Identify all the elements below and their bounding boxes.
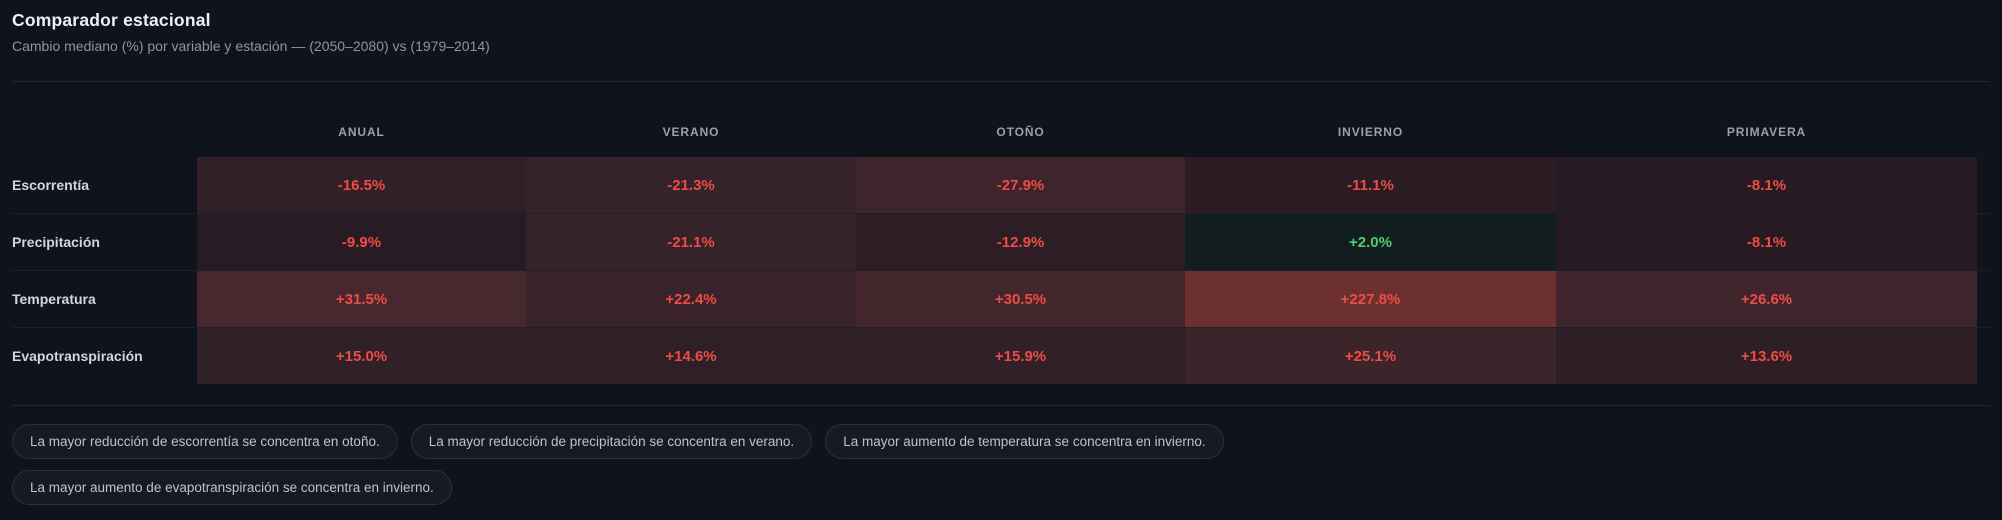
- heatmap-row-evapotranspiracion: Evapotranspiración +15.0% +14.6% +15.9% …: [12, 327, 1990, 384]
- heatmap-cell-evapotranspiracion-otono: +15.9%: [856, 328, 1185, 384]
- heatmap-cell-temperatura-anual: +31.5%: [197, 271, 526, 327]
- heatmap-cell-evapotranspiracion-invierno: +25.1%: [1185, 328, 1556, 384]
- heatmap-cell-escorrentia-verano: -21.3%: [526, 157, 856, 213]
- panel-title: Comparador estacional: [12, 10, 211, 30]
- insight-chip-evapotranspiracion: La mayor aumento de evapotranspiración s…: [12, 470, 452, 505]
- heatmap-cell-precipitacion-verano: -21.1%: [526, 214, 856, 270]
- row-label-escorrentia: Escorrentía: [12, 177, 90, 193]
- column-header-invierno: INVIERNO: [1337, 125, 1404, 139]
- insight-chip-row-1: La mayor reducción de escorrentía se con…: [12, 424, 1990, 459]
- heatmap-cell-temperatura-verano: +22.4%: [526, 271, 856, 327]
- column-header-anual: ANUAL: [338, 125, 385, 139]
- insight-chip-precipitacion: La mayor reducción de precipitación se c…: [410, 424, 813, 459]
- heatmap-cell-temperatura-primavera: +26.6%: [1556, 271, 1977, 327]
- heatmap-cell-evapotranspiracion-primavera: +13.6%: [1556, 328, 1977, 384]
- heatmap-cell-evapotranspiracion-verano: +14.6%: [526, 328, 856, 384]
- column-header-verano: VERANO: [662, 125, 720, 139]
- heatmap-row-temperatura: Temperatura +31.5% +22.4% +30.5% +227.8%…: [12, 270, 1990, 327]
- bottom-divider: [12, 405, 1990, 406]
- insight-chip-temperatura: La mayor aumento de temperatura se conce…: [825, 424, 1224, 459]
- heatmap-cell-temperatura-invierno: +227.8%: [1185, 271, 1556, 327]
- heatmap-cell-precipitacion-invierno: +2.0%: [1185, 214, 1556, 270]
- heatmap-header-row: ANUAL VERANO OTOÑO INVIERNO PRIMAVERA: [12, 82, 1990, 157]
- column-header-otono: OTOÑO: [996, 125, 1045, 139]
- heatmap-cell-temperatura-otono: +30.5%: [856, 271, 1185, 327]
- row-label-temperatura: Temperatura: [12, 291, 96, 307]
- heatmap-cell-escorrentia-primavera: -8.1%: [1556, 157, 1977, 213]
- heatmap-row-escorrentia: Escorrentía -16.5% -21.3% -27.9% -11.1% …: [12, 157, 1990, 213]
- column-header-primavera: PRIMAVERA: [1726, 125, 1807, 139]
- heatmap-cell-evapotranspiracion-anual: +15.0%: [197, 328, 526, 384]
- row-label-evapotranspiracion: Evapotranspiración: [12, 348, 143, 364]
- heatmap-cell-escorrentia-anual: -16.5%: [197, 157, 526, 213]
- heatmap-cell-escorrentia-otono: -27.9%: [856, 157, 1185, 213]
- heatmap-cell-precipitacion-otono: -12.9%: [856, 214, 1185, 270]
- insight-chip-escorrentia: La mayor reducción de escorrentía se con…: [12, 424, 398, 459]
- heatmap-cell-precipitacion-primavera: -8.1%: [1556, 214, 1977, 270]
- header-corner: [12, 139, 197, 157]
- heatmap-row-precipitacion: Precipitación -9.9% -21.1% -12.9% +2.0% …: [12, 213, 1990, 270]
- panel-subtitle: Cambio mediano (%) por variable y estaci…: [12, 38, 490, 54]
- insight-chip-row-2: La mayor aumento de evapotranspiración s…: [12, 470, 1990, 505]
- top-divider: [12, 81, 1990, 82]
- heatmap-cell-escorrentia-invierno: -11.1%: [1185, 157, 1556, 213]
- heatmap-cell-precipitacion-anual: -9.9%: [197, 214, 526, 270]
- row-label-precipitacion: Precipitación: [12, 234, 100, 250]
